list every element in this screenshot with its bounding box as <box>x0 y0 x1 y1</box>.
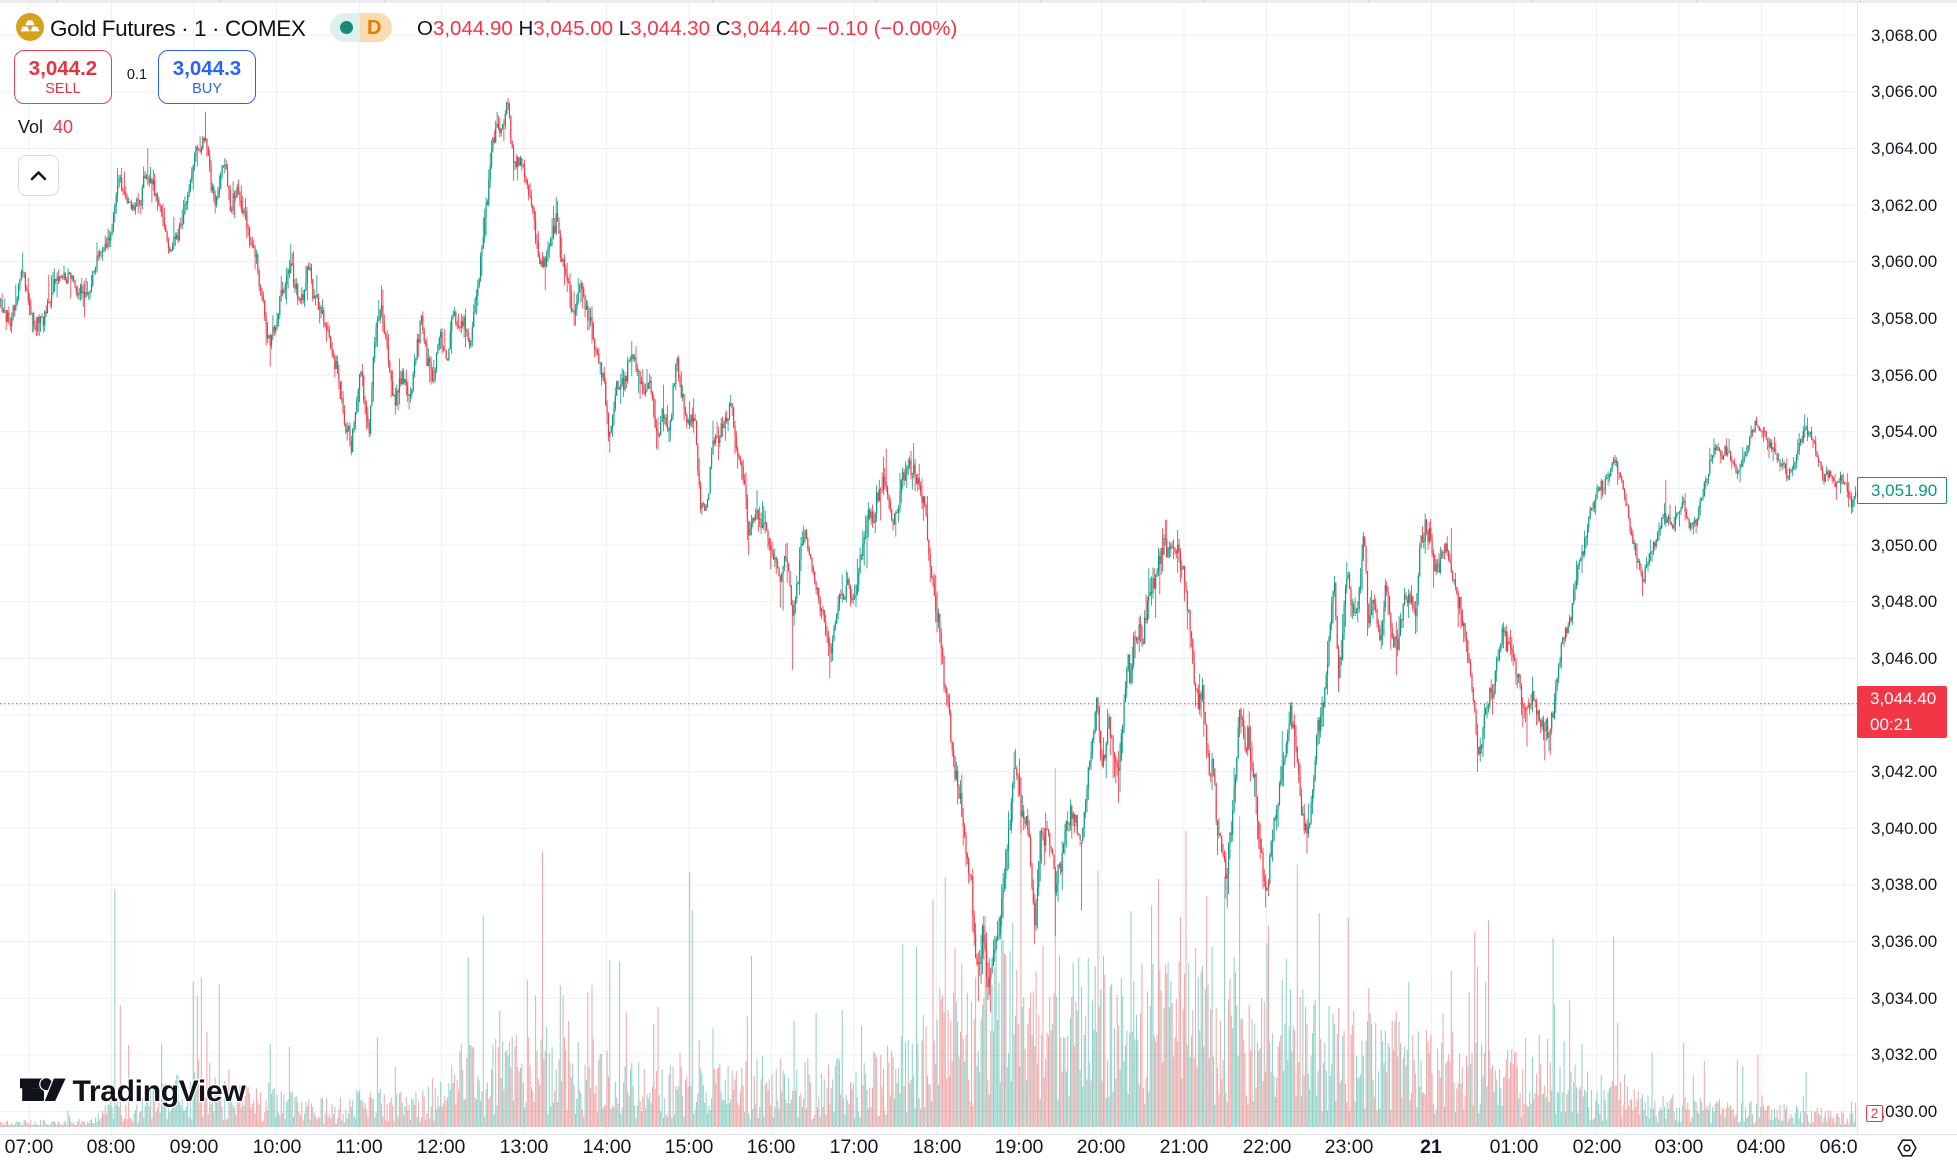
svg-text:TradingView: TradingView <box>73 1076 247 1108</box>
